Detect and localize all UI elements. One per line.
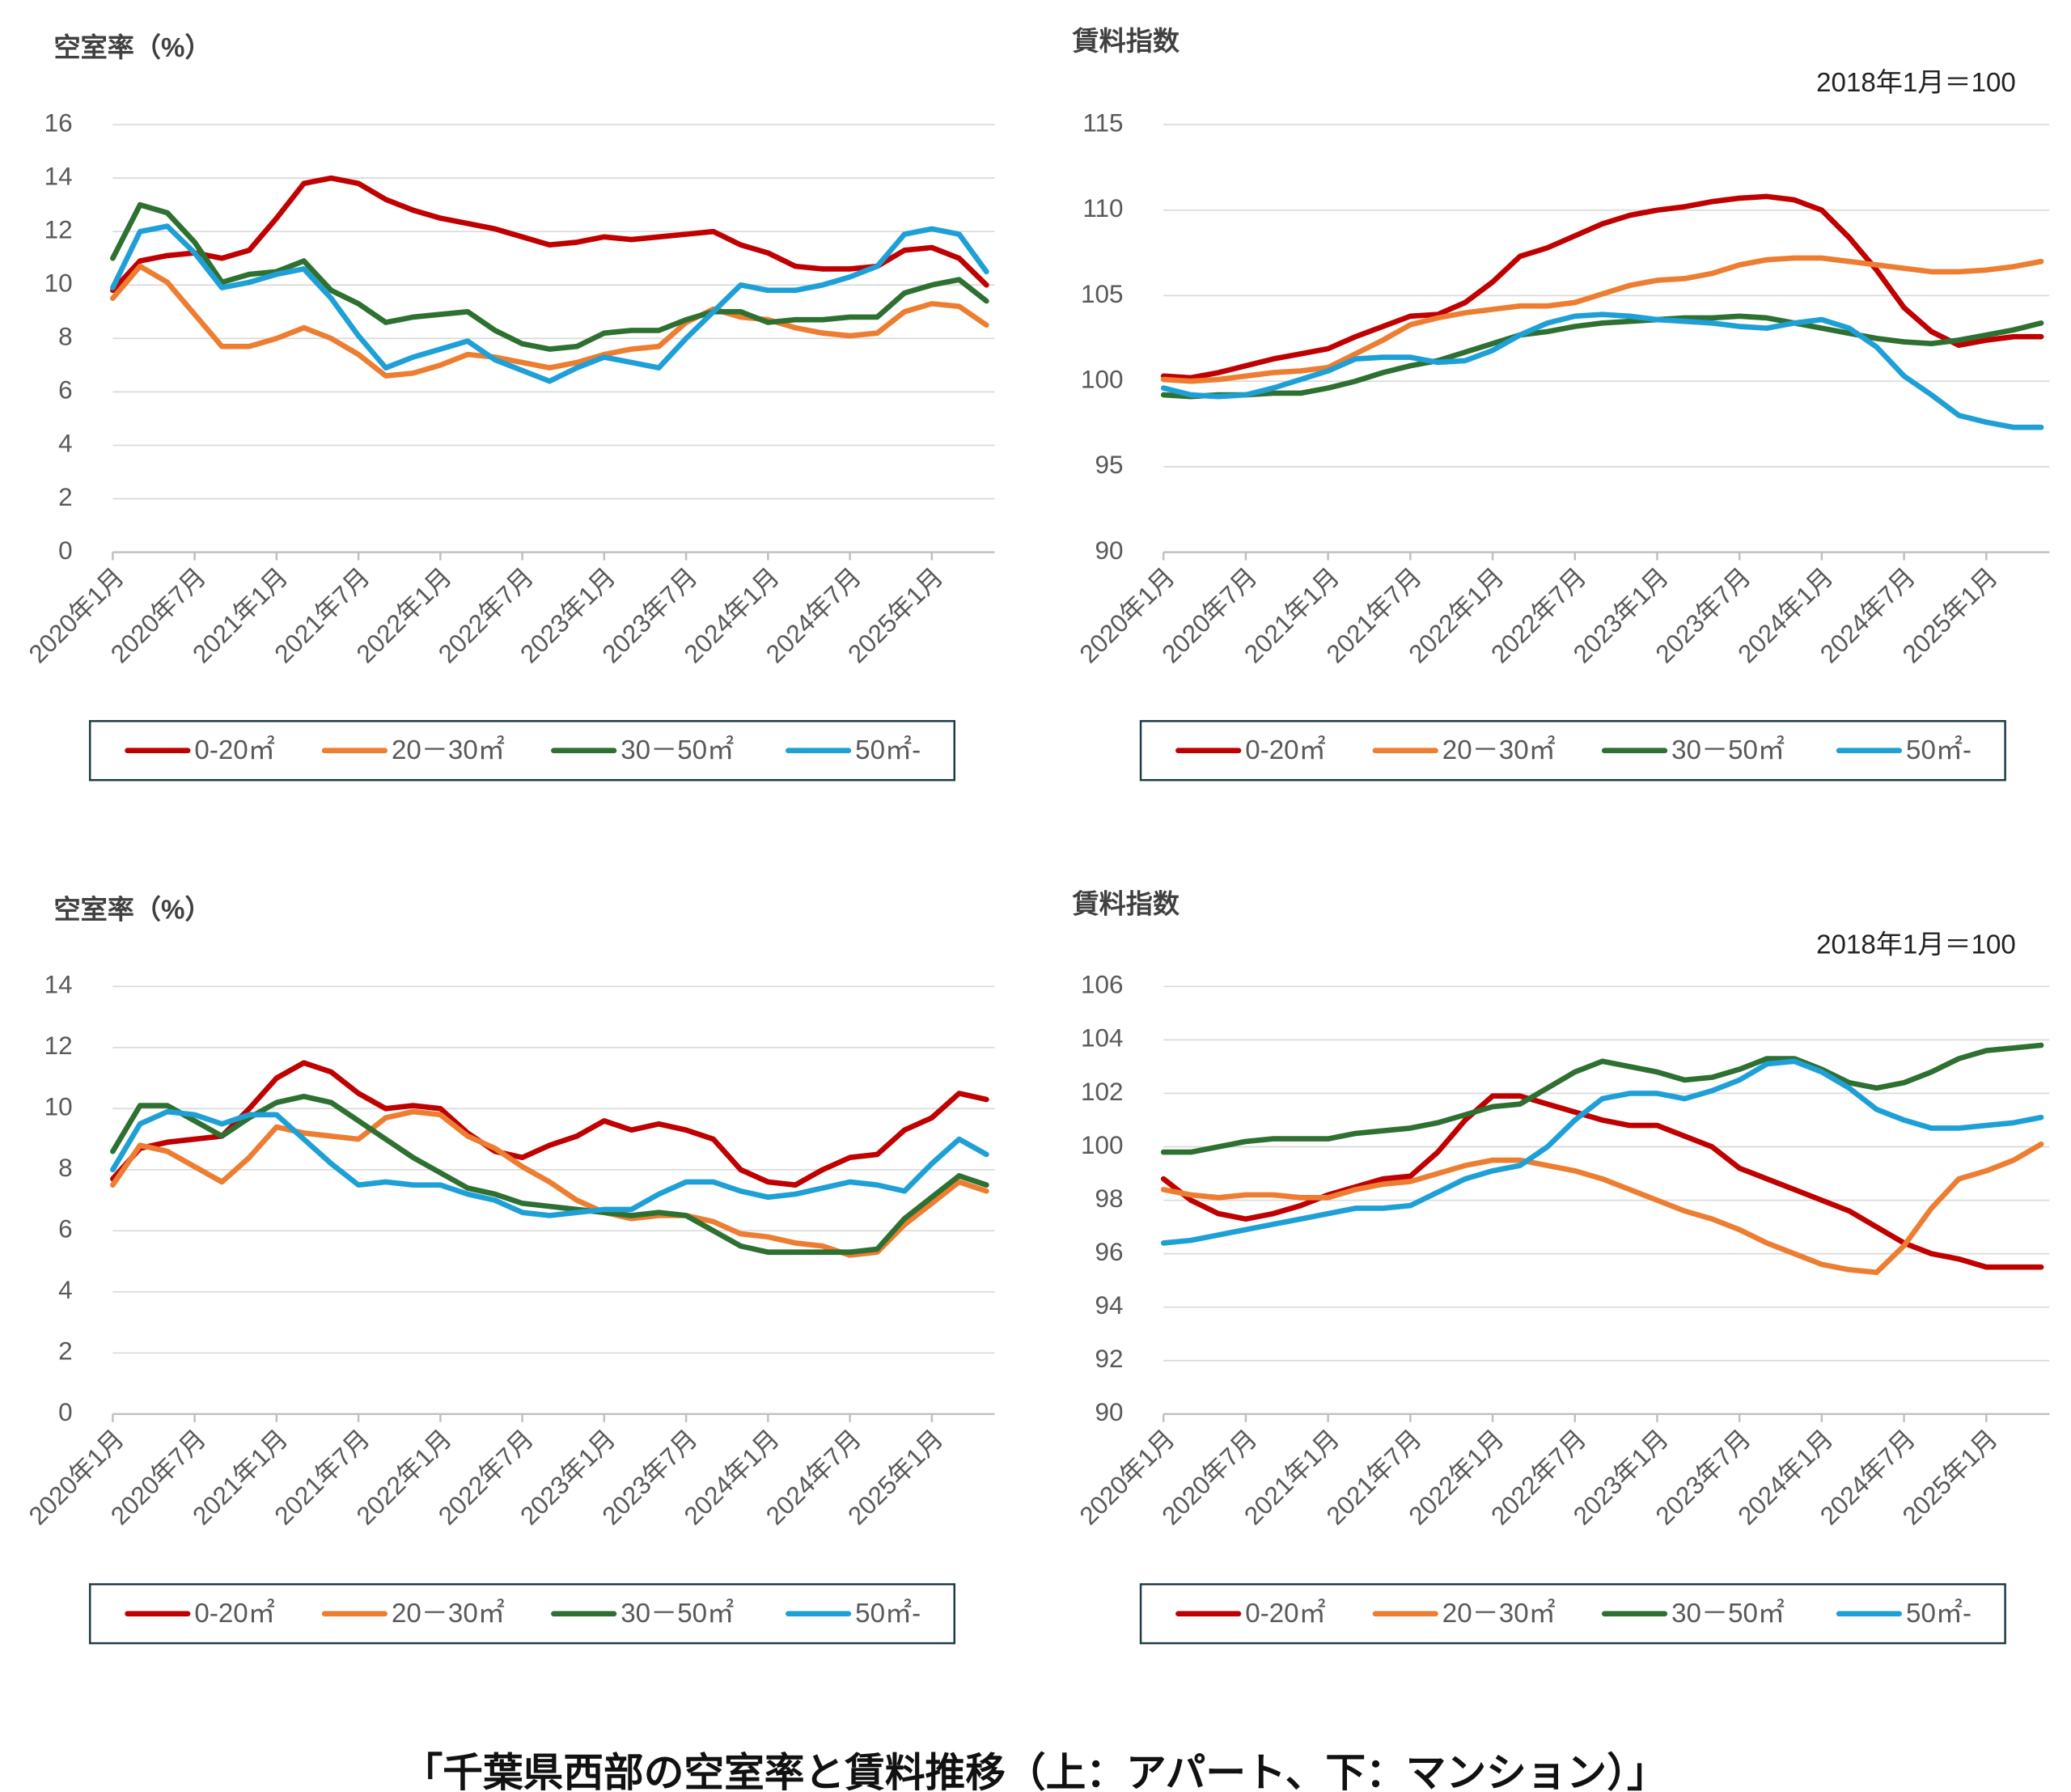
axis-title: 賃料指数: [1072, 890, 1180, 920]
y-tick-label: 8: [58, 323, 73, 351]
y-tick-label: 90: [1095, 1398, 1123, 1426]
chart: 空室率（%）024681012142020年1月2020年7月2021年1月20…: [23, 894, 995, 1645]
legend-label: 0-20㎡: [194, 735, 274, 765]
axis-title: 空室率（%）: [53, 894, 211, 925]
legend-label: 20－30㎡: [392, 1599, 505, 1629]
y-tick-label: 8: [58, 1154, 73, 1182]
legend-label: 0-20㎡: [194, 1599, 274, 1629]
y-tick-label: 94: [1095, 1291, 1123, 1320]
series-line: [1160, 1042, 2044, 1155]
y-tick-label: 6: [58, 376, 73, 405]
y-tick-label: 95: [1095, 451, 1123, 479]
series-line: [1160, 1058, 2044, 1246]
legend-label: 30－50㎡: [1671, 1599, 1785, 1629]
axis-title: 賃料指数: [1072, 27, 1180, 57]
y-tick-label: 12: [44, 216, 73, 244]
y-tick-label: 106: [1081, 971, 1124, 999]
series-line: [110, 201, 989, 352]
y-tick-label: 98: [1095, 1184, 1123, 1213]
series-line: [110, 1093, 989, 1256]
y-tick-label: 10: [44, 1093, 73, 1121]
legend-label: 50㎡-: [855, 1599, 921, 1629]
y-tick-label: 16: [44, 108, 73, 137]
y-tick-label: 110: [1082, 194, 1123, 222]
y-tick-label: 14: [44, 162, 73, 190]
legend-label: 20－30㎡: [392, 735, 505, 765]
y-tick-label: 115: [1082, 108, 1123, 137]
y-tick-label: 105: [1081, 280, 1124, 308]
y-tick-label: 100: [1081, 365, 1124, 393]
y-tick-label: 104: [1081, 1024, 1124, 1053]
y-tick-label: 10: [44, 269, 73, 298]
series-line: [1160, 311, 2044, 430]
note: 2018年1月＝100: [1816, 68, 2016, 98]
y-tick-label: 90: [1095, 536, 1123, 565]
y-tick-label: 6: [58, 1215, 73, 1243]
legend-label: 50㎡-: [1906, 735, 1971, 765]
y-tick-label: 14: [44, 971, 73, 999]
legend-label: 50㎡-: [1906, 1599, 1971, 1629]
y-tick-label: 92: [1095, 1345, 1123, 1373]
y-tick-label: 4: [58, 430, 73, 458]
chart: 賃料指数2018年1月＝10090951001051101152020年1月20…: [1072, 27, 2050, 782]
y-tick-label: 4: [58, 1276, 73, 1304]
series-line: [110, 1108, 989, 1218]
y-tick-label: 96: [1095, 1238, 1123, 1266]
y-tick-label: 12: [44, 1032, 73, 1060]
series-line: [110, 223, 989, 384]
axis-title: 空室率（%）: [53, 32, 211, 63]
series-line: [1160, 313, 2044, 400]
legend-label: 50㎡-: [855, 735, 921, 765]
series-line: [1160, 193, 2044, 381]
y-tick-label: 2: [58, 1337, 73, 1366]
legend-label: 0-20㎡: [1245, 1599, 1325, 1629]
caption: 「千葉県西部の空室率と賃料推移（上：アパート、下：マンション）」: [403, 1750, 1667, 1792]
legend-label: 20－30㎡: [1442, 735, 1556, 765]
y-tick-label: 100: [1081, 1131, 1124, 1159]
series-line: [110, 263, 989, 379]
series-line: [110, 1060, 989, 1188]
chart: 賃料指数2018年1月＝1009092949698100102104106202…: [1072, 890, 2050, 1645]
y-tick-label: 2: [58, 483, 73, 511]
series-line: [1160, 1141, 2044, 1276]
y-tick-label: 0: [58, 1398, 73, 1426]
y-tick-label: 0: [58, 536, 73, 565]
legend-label: 30－50㎡: [620, 735, 734, 765]
note: 2018年1月＝100: [1816, 930, 2016, 960]
legend-label: 20－30㎡: [1442, 1599, 1556, 1629]
legend-label: 0-20㎡: [1245, 735, 1325, 765]
series-line: [1160, 255, 2044, 384]
y-tick-label: 102: [1081, 1078, 1124, 1106]
series-line: [110, 175, 989, 294]
legend-label: 30－50㎡: [1671, 735, 1785, 765]
chart: 空室率（%）02468101214162020年1月2020年7月2021年1月…: [23, 32, 995, 782]
legend-label: 30－50㎡: [620, 1599, 734, 1629]
series-line: [1160, 1093, 2044, 1270]
